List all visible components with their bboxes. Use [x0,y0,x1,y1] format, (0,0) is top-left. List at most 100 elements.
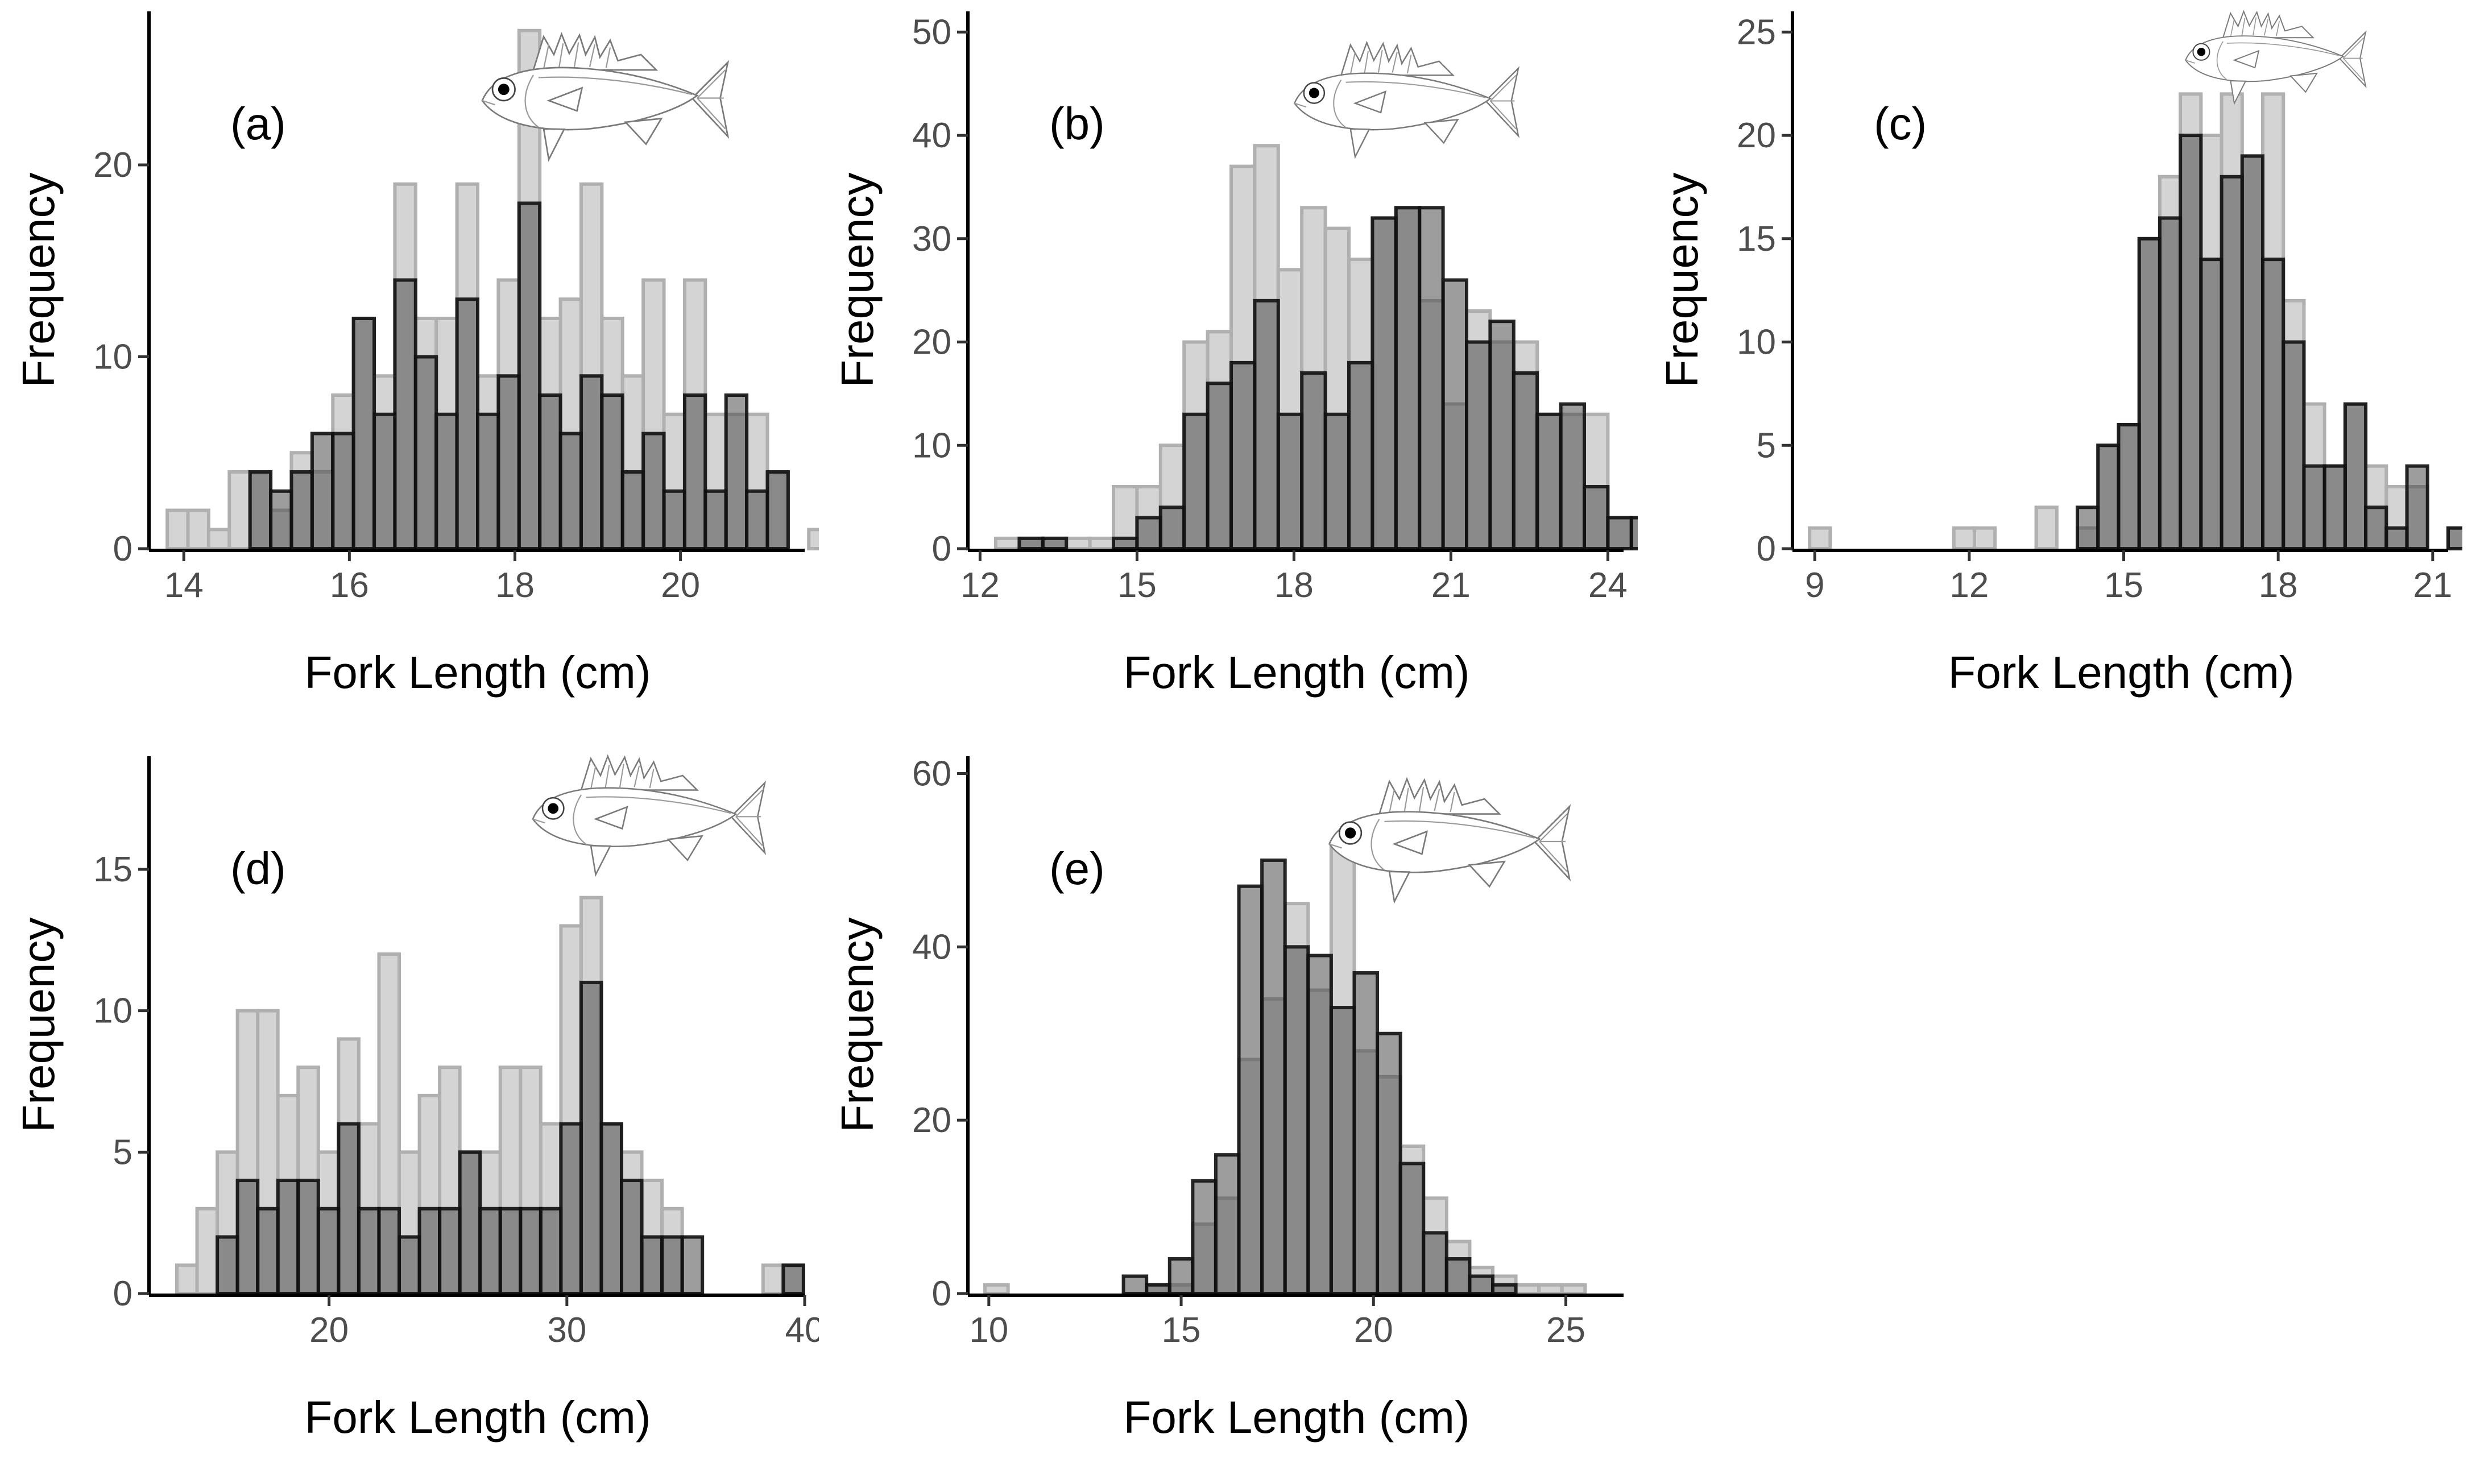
panel-label: (b) [1049,98,1105,149]
x-tick-label: 18 [1274,566,1314,605]
dark-bar [2199,258,2224,550]
y-tick-label: 0 [1757,529,1776,569]
dark-bar [1229,360,1257,551]
dark-bar [559,1122,583,1295]
dark-bar [724,393,749,550]
fish-illustration [1328,777,1571,904]
y-axis-title: Frequency [13,173,64,388]
dark-bar [2405,464,2429,550]
y-tick-label: 0 [113,1274,133,1313]
dark-bar [372,412,397,550]
dark-bar [1214,1153,1241,1295]
dark-bar [640,1235,664,1295]
x-axis-title: Fork Length (cm) [1123,1392,1469,1442]
dark-bar [2137,237,2162,550]
light-bar [1088,536,1116,550]
x-tick-label: 12 [960,566,1000,605]
light-bar [1560,1283,1587,1295]
x-tick-label: 15 [1162,1311,1201,1350]
light-bar [1808,526,1832,551]
dark-bar [1418,206,1445,550]
y-tick-label: 10 [912,426,951,465]
dark-bar [517,201,542,550]
dark-bar [310,432,335,550]
dark-bar [1394,206,1422,550]
dark-bar [1323,412,1351,550]
dark-bar [216,1235,239,1295]
x-tick-label: 15 [1117,566,1157,605]
dark-bar [1583,484,1610,551]
dark-bar [620,470,645,550]
dark-bar [1182,412,1210,550]
dark-bar [458,1150,482,1295]
dark-bar [478,1207,502,1296]
light-bar [761,1263,785,1296]
dark-bar [1306,954,1333,1295]
dark-bar [2096,443,2121,550]
dark-bar [519,1207,543,1296]
dark-bar [1206,382,1233,550]
y-tick-label: 60 [912,754,951,793]
dark-bar [2322,464,2347,550]
dark-bar [276,1179,300,1295]
dark-bar [781,1263,805,1296]
dark-bar [703,489,728,550]
dark-bar [2220,175,2244,550]
fish-illustration [2185,10,2367,105]
dark-bar [1300,371,1327,550]
dark-bar [1465,340,1492,550]
panel-label: (c) [1874,98,1927,149]
dark-bar [434,412,459,550]
y-tick-label: 40 [912,927,951,967]
dark-bar [351,317,376,550]
dark-bar [1422,1231,1448,1296]
panel-label: (e) [1049,843,1105,894]
dark-bar [579,980,603,1296]
x-tick-label: 20 [1354,1311,1393,1350]
x-tick-label: 21 [2413,566,2452,605]
x-tick-label: 9 [1805,566,1824,605]
x-axis-title: Fork Length (cm) [1123,647,1469,698]
dark-bar [2179,134,2203,551]
series-dark-bars [248,201,790,550]
dark-bar [765,470,790,550]
dark-bar [538,393,562,550]
dark-bar [398,1235,421,1295]
dark-bar [1237,884,1264,1295]
dark-bar [1253,299,1280,550]
dark-bar [2343,402,2368,550]
x-axis-title: Fork Length (cm) [304,647,651,698]
series-dark-bars [2076,134,2462,551]
light-bar [195,1207,220,1296]
x-tick-label: 10 [969,1311,1008,1350]
dark-bar [2282,340,2306,550]
dark-bar [682,393,707,550]
y-tick-label: 20 [912,1101,951,1140]
y-tick-label: 0 [932,1274,951,1313]
light-bar [807,528,819,550]
dark-bar [662,489,686,550]
dark-bar [2240,154,2265,550]
y-tick-label: 0 [932,529,951,569]
y-tick-label: 20 [912,323,951,362]
dark-bar [1135,516,1162,551]
dark-bar [1329,1006,1356,1295]
dark-bar [498,1207,523,1296]
y-tick-label: 15 [1737,219,1776,259]
y-tick-label: 5 [113,1133,133,1172]
x-tick-label: 14 [164,566,204,605]
x-axis-title: Fork Length (cm) [304,1392,651,1442]
x-tick-label: 40 [785,1311,819,1350]
y-tick-label: 30 [912,219,951,259]
dark-bar [1441,278,1468,550]
dark-bar [558,432,583,550]
x-axis-title: Fork Length (cm) [1948,647,2294,698]
dark-bar [1158,505,1186,550]
x-tick-label: 18 [495,566,535,605]
y-tick-label: 0 [113,529,133,569]
y-tick-label: 20 [93,146,133,185]
dark-bar [1444,1257,1472,1296]
dark-bar [393,278,417,550]
y-tick-label: 10 [1737,323,1776,362]
x-tick-label: 21 [1431,566,1471,605]
